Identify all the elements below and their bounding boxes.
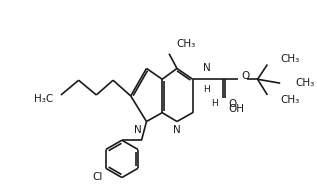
Text: N: N xyxy=(203,63,210,73)
Text: O: O xyxy=(228,99,236,109)
Text: H: H xyxy=(203,85,210,94)
Text: CH₃: CH₃ xyxy=(176,39,195,49)
Text: CH₃: CH₃ xyxy=(280,54,300,64)
Text: H: H xyxy=(211,99,218,108)
Text: CH₃: CH₃ xyxy=(295,78,314,88)
Text: N: N xyxy=(173,125,181,135)
Text: H₃C: H₃C xyxy=(34,94,53,104)
Text: Cl: Cl xyxy=(92,172,103,182)
Text: OH: OH xyxy=(228,104,244,114)
Text: O: O xyxy=(242,71,250,81)
Text: CH₃: CH₃ xyxy=(280,95,300,105)
Text: N: N xyxy=(134,125,142,135)
